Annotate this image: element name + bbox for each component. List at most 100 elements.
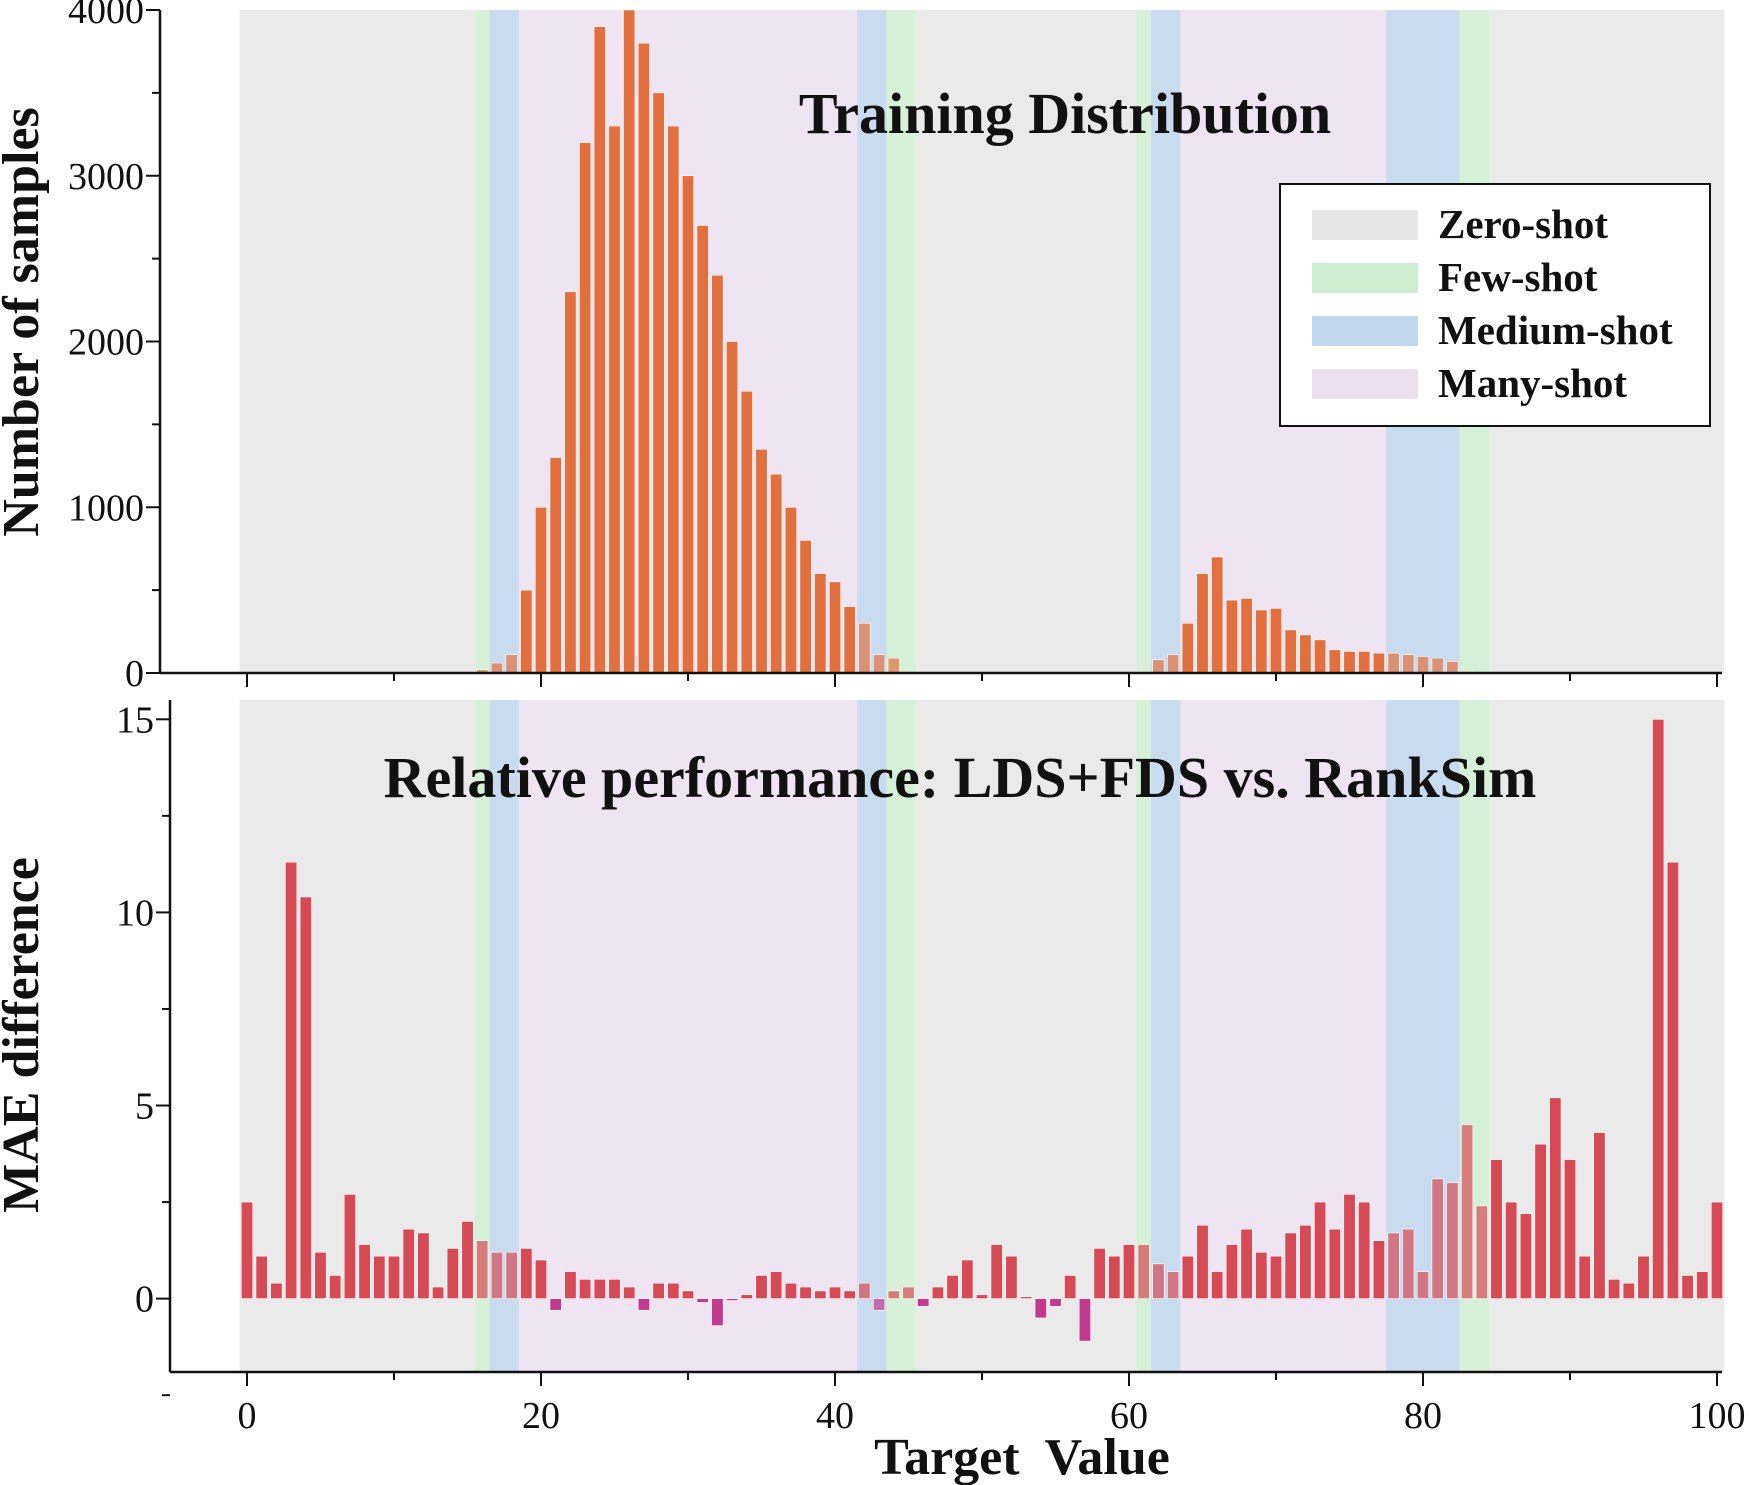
bot-bar-27 — [637, 1298, 650, 1311]
bot-band-few-shot-5 — [886, 700, 916, 1372]
bot-bar-10 — [387, 1255, 401, 1299]
bot-bar-17 — [490, 1251, 503, 1299]
bot-bar-5 — [314, 1251, 327, 1299]
top-band-zero-shot-0 — [239, 10, 475, 673]
top-bar-72 — [1299, 634, 1312, 674]
bot-bar-72 — [1299, 1224, 1312, 1299]
legend-swatch-many-shot — [1312, 369, 1418, 399]
bot-bar-33 — [726, 1298, 739, 1301]
legend-swatch-zero-shot — [1312, 210, 1418, 240]
x-tick-label-20: 20 — [522, 1395, 560, 1437]
top-bar-81 — [1431, 657, 1444, 674]
top-bar-39 — [814, 573, 827, 674]
bot-bar-55 — [1049, 1298, 1062, 1307]
top-band-few-shot-7 — [1136, 10, 1152, 673]
bot-band-medium-shot-8 — [1151, 700, 1181, 1372]
x-tick-label-0: 0 — [238, 1395, 257, 1437]
bot-bar-84 — [1475, 1205, 1488, 1299]
top-y-tick-label-2000: 2000 — [68, 322, 144, 364]
top-bar-71 — [1284, 629, 1297, 674]
bot-bar-98 — [1681, 1275, 1694, 1299]
top-shot-region-bands — [239, 10, 1725, 673]
top-bar-67 — [1225, 599, 1238, 674]
bot-bar-97 — [1666, 861, 1679, 1299]
top-bar-27 — [637, 42, 650, 674]
bot-bar-39 — [814, 1290, 827, 1299]
bot-bar-74 — [1328, 1228, 1341, 1299]
bot-bar-6 — [329, 1275, 342, 1299]
top-bar-80 — [1416, 656, 1430, 674]
top-bar-37 — [784, 506, 797, 674]
legend-label-few-shot: Few-shot — [1438, 254, 1598, 300]
bot-bar-94 — [1622, 1282, 1635, 1299]
bot-bar-44 — [887, 1290, 900, 1299]
bot-bar-65 — [1196, 1224, 1209, 1299]
bot-bar-81 — [1431, 1178, 1444, 1299]
bot-bar-92 — [1593, 1132, 1606, 1299]
bot-bar-42 — [858, 1282, 871, 1299]
top-bar-69 — [1255, 609, 1268, 674]
top-band-few-shot-5 — [886, 10, 916, 673]
top-bar-34 — [740, 390, 753, 674]
bot-bar-76 — [1358, 1201, 1371, 1299]
top-band-medium-shot-8 — [1151, 10, 1181, 673]
bot-bar-11 — [402, 1228, 415, 1299]
bot-bar-85 — [1490, 1159, 1503, 1299]
bot-y-tick-label-0: 0 — [135, 1279, 154, 1321]
bot-bar-58 — [1093, 1248, 1106, 1299]
bot-y-tick-label-5: 5 — [135, 1086, 154, 1128]
bot-bar-79 — [1402, 1228, 1415, 1299]
bot-bar-73 — [1314, 1201, 1327, 1299]
bot-bar-14 — [446, 1248, 459, 1299]
bot-bar-7 — [343, 1194, 356, 1299]
bot-bar-51 — [990, 1244, 1003, 1299]
bot-bar-25 — [608, 1279, 621, 1299]
bot-bar-35 — [755, 1275, 768, 1299]
top-bar-73 — [1314, 639, 1327, 674]
bot-bar-95 — [1637, 1255, 1650, 1299]
top-bar-78 — [1387, 652, 1400, 674]
top-bar-33 — [726, 341, 739, 674]
top-bar-22 — [564, 291, 577, 674]
top-bar-68 — [1240, 598, 1253, 674]
bot-bar-15 — [461, 1221, 474, 1299]
bot-bar-75 — [1343, 1194, 1356, 1299]
top-bar-35 — [755, 448, 768, 674]
top-bar-65 — [1196, 573, 1209, 674]
top-band-zero-shot-6 — [915, 10, 1137, 673]
bot-bar-0 — [240, 1201, 254, 1299]
bot-bar-61 — [1137, 1244, 1150, 1299]
bot-bar-9 — [373, 1255, 386, 1299]
top-bar-79 — [1402, 654, 1415, 674]
bot-bar-96 — [1652, 719, 1665, 1299]
bot-bar-99 — [1696, 1271, 1709, 1299]
bot-bar-88 — [1534, 1143, 1547, 1299]
x-tick-label-100: 100 — [1689, 1395, 1746, 1437]
bot-bar-78 — [1387, 1232, 1400, 1299]
top-y-axis-label: Number of samples — [0, 107, 50, 536]
top-bar-18 — [505, 654, 518, 674]
bot-bar-21 — [549, 1298, 562, 1311]
top-bar-23 — [579, 142, 592, 674]
bot-bar-12 — [417, 1232, 430, 1299]
bot-bar-82 — [1446, 1182, 1459, 1299]
bot-bar-26 — [623, 1286, 636, 1299]
bot-bar-56 — [1064, 1275, 1077, 1299]
bot-bar-64 — [1181, 1255, 1194, 1299]
top-y-tick-label-3000: 3000 — [68, 156, 144, 198]
top-bar-70 — [1269, 608, 1283, 674]
bot-y-tick-label-15: 15 — [116, 699, 154, 741]
top-bar-63 — [1167, 654, 1180, 674]
bot-bar-41 — [843, 1290, 856, 1299]
bot-band-few-shot-1 — [474, 700, 490, 1372]
bot-bar-59 — [1108, 1255, 1121, 1299]
bot-bar-16 — [476, 1240, 489, 1299]
bot-bar-89 — [1549, 1097, 1562, 1299]
bot-bar-63 — [1167, 1271, 1180, 1299]
bot-bar-32 — [711, 1298, 724, 1326]
bot-bar-31 — [696, 1298, 709, 1303]
legend-swatch-few-shot — [1312, 263, 1418, 293]
bot-bar-19 — [520, 1248, 533, 1299]
top-bar-64 — [1181, 622, 1194, 674]
